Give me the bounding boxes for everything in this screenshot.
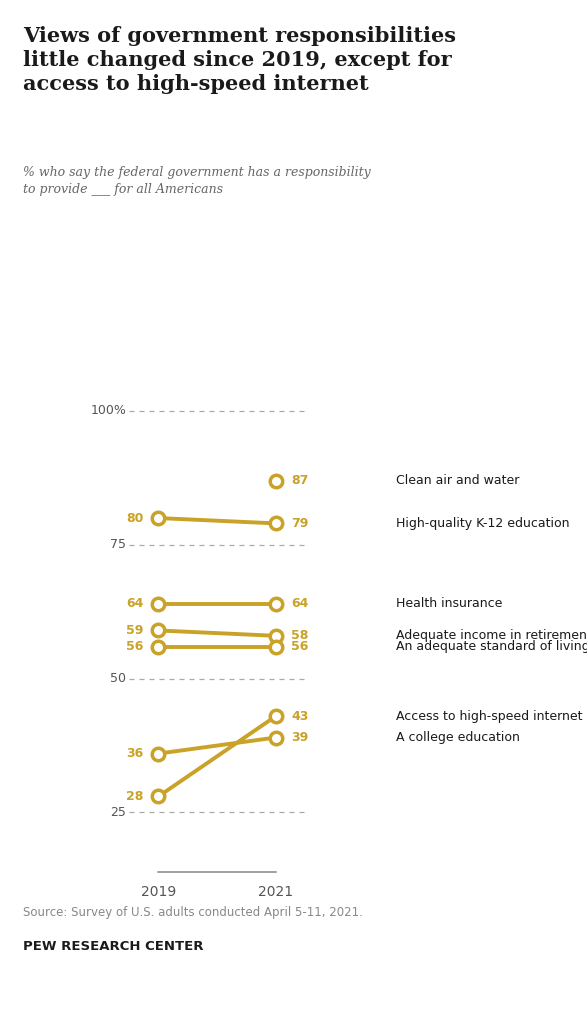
Text: 100%: 100%	[90, 404, 126, 418]
Text: Adequate income in retirement: Adequate income in retirement	[396, 630, 587, 642]
Text: Views of government responsibilities
little changed since 2019, except for
acces: Views of government responsibilities lit…	[23, 26, 457, 93]
Text: A college education: A college education	[396, 731, 520, 744]
Text: % who say the federal government has a responsibility
to provide ___ for all Ame: % who say the federal government has a r…	[23, 166, 371, 196]
Text: 75: 75	[110, 539, 126, 551]
Text: 36: 36	[126, 748, 143, 760]
Text: 80: 80	[126, 512, 143, 524]
Text: Source: Survey of U.S. adults conducted April 5-11, 2021.: Source: Survey of U.S. adults conducted …	[23, 906, 363, 920]
Text: 58: 58	[291, 630, 309, 642]
Text: Clean air and water: Clean air and water	[396, 474, 519, 487]
Text: 79: 79	[291, 517, 309, 529]
Text: 64: 64	[291, 597, 309, 610]
Text: 2021: 2021	[258, 885, 294, 899]
Text: High-quality K-12 education: High-quality K-12 education	[396, 517, 570, 529]
Text: 56: 56	[126, 640, 143, 653]
Text: 2019: 2019	[141, 885, 176, 899]
Text: 28: 28	[126, 790, 143, 803]
Text: Health insurance: Health insurance	[396, 597, 502, 610]
Text: PEW RESEARCH CENTER: PEW RESEARCH CENTER	[23, 940, 204, 953]
Text: 87: 87	[291, 474, 309, 487]
Text: Access to high-speed internet: Access to high-speed internet	[396, 710, 583, 723]
Text: 25: 25	[110, 806, 126, 819]
Text: 43: 43	[291, 710, 309, 723]
Text: 56: 56	[291, 640, 309, 653]
Text: An adequate standard of living: An adequate standard of living	[396, 640, 587, 653]
Text: 39: 39	[291, 731, 308, 744]
Text: 64: 64	[126, 597, 143, 610]
Text: 59: 59	[126, 624, 143, 637]
Text: 50: 50	[110, 672, 126, 685]
